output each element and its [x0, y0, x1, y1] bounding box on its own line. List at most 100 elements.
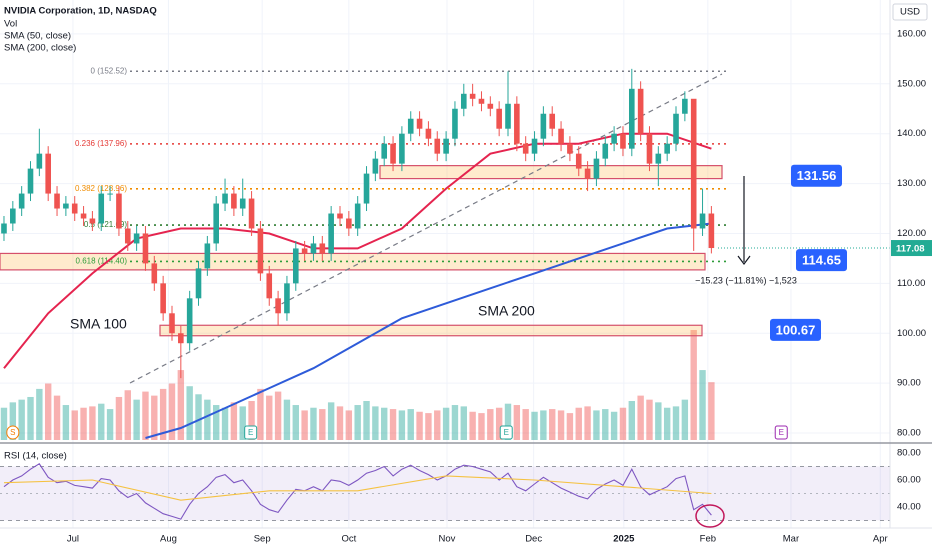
candle-body	[514, 103, 520, 144]
volume-bar	[115, 396, 123, 440]
x-tick-label: Aug	[160, 534, 177, 545]
price-label-box	[796, 249, 847, 272]
volume-bar	[690, 330, 697, 440]
candle-body	[71, 203, 78, 214]
candle-body	[699, 213, 706, 229]
volume-bar	[584, 406, 591, 440]
candle-body	[708, 213, 715, 249]
volume-bar	[133, 399, 140, 440]
volume-bar	[319, 409, 326, 440]
volume-bar	[159, 388, 167, 440]
candle-body	[107, 193, 113, 195]
candle-body	[584, 168, 591, 179]
price-label: 131.56	[797, 168, 837, 183]
candle-body	[363, 173, 370, 204]
candle-body	[469, 93, 476, 99]
candle-body	[45, 153, 51, 194]
event-label: E	[779, 428, 784, 437]
volume-bar	[0, 407, 8, 440]
volume-bar	[398, 410, 406, 440]
measure-label: −15.23 (−11.81%) −1,523	[695, 275, 797, 285]
candle-body	[416, 118, 423, 129]
volume-bar	[221, 407, 229, 440]
volume-bar	[336, 406, 344, 440]
x-tick-label: Mar	[783, 534, 799, 545]
price-label-box	[770, 318, 821, 341]
legend-entry: Vol	[4, 19, 17, 30]
fib-label: 0 (152.52)	[91, 66, 128, 75]
volume-bar	[655, 402, 662, 440]
candle-body	[89, 218, 96, 224]
volume-bar	[381, 407, 388, 440]
fib-label: 0.618 (114.40)	[76, 257, 128, 266]
currency-box[interactable]	[892, 3, 928, 21]
sma-line	[145, 222, 712, 439]
volume-bar	[522, 409, 529, 440]
candle-body	[248, 198, 255, 229]
candle-body	[664, 143, 670, 154]
volume-bar	[699, 370, 706, 440]
volume-bar	[124, 390, 131, 440]
x-tick-label: Jul	[67, 534, 79, 545]
x-tick-label: Apr	[873, 534, 888, 545]
rsi-title: RSI (14, close)	[4, 451, 67, 462]
candle-body	[204, 243, 211, 269]
candle-body	[531, 138, 538, 154]
volume-bar	[62, 405, 70, 440]
annotation: SMA 200	[478, 303, 535, 319]
volume-bar	[451, 405, 459, 440]
volume-bar	[540, 410, 547, 440]
last-price-box	[891, 240, 932, 257]
candle-body	[567, 143, 573, 154]
volume-bar	[531, 411, 538, 440]
volume-bar	[681, 399, 689, 440]
zone	[159, 324, 703, 337]
volume-bar	[53, 395, 61, 440]
currency[interactable]: USD	[900, 7, 920, 18]
x-tick-label: Dec	[525, 534, 542, 545]
rsi-tick-label: 60.00	[897, 475, 921, 486]
candle-body	[257, 228, 264, 274]
candle-body	[142, 233, 149, 264]
candle-body	[354, 203, 361, 229]
volume-bar	[248, 401, 255, 440]
volume-bar	[177, 370, 185, 440]
volume-bar	[80, 407, 87, 440]
candle-body	[160, 283, 166, 314]
candle-body	[460, 93, 467, 109]
volume-bar	[266, 395, 273, 440]
candle-body	[620, 133, 626, 149]
event-marker	[244, 425, 258, 440]
volume-bar	[619, 407, 627, 440]
volume-bar	[628, 401, 635, 440]
volume-bar	[513, 405, 521, 440]
x-tick-label: Nov	[439, 534, 456, 545]
volume-bar	[98, 403, 105, 440]
candle-body	[63, 203, 69, 209]
volume-bar	[469, 411, 476, 440]
candle-body	[673, 113, 679, 144]
last-price-label: 117.08	[896, 244, 925, 255]
volume-bar	[487, 409, 494, 440]
volume-bar	[637, 395, 644, 440]
fib-label: 0.236 (137.96)	[75, 139, 127, 148]
volume-bar	[575, 407, 582, 440]
volume-bar	[610, 411, 618, 440]
candle-body	[478, 98, 485, 104]
event-label: E	[248, 428, 253, 437]
measure-arrow-head	[737, 255, 751, 265]
volume-bar	[549, 409, 556, 440]
candle-body	[381, 143, 388, 159]
candle-body	[98, 193, 105, 224]
volume-bar	[212, 405, 220, 440]
candle-body	[301, 248, 308, 254]
candle-body	[292, 248, 299, 284]
trend-line	[129, 73, 723, 384]
chart-title: NVIDIA Corporation, 1D, NASDAQ	[4, 6, 157, 17]
candle-body	[399, 133, 405, 164]
candle-body	[540, 113, 547, 139]
event-label: E	[504, 428, 509, 437]
candle-body	[328, 213, 334, 254]
measure-box	[697, 273, 795, 289]
candle-body	[231, 193, 237, 209]
